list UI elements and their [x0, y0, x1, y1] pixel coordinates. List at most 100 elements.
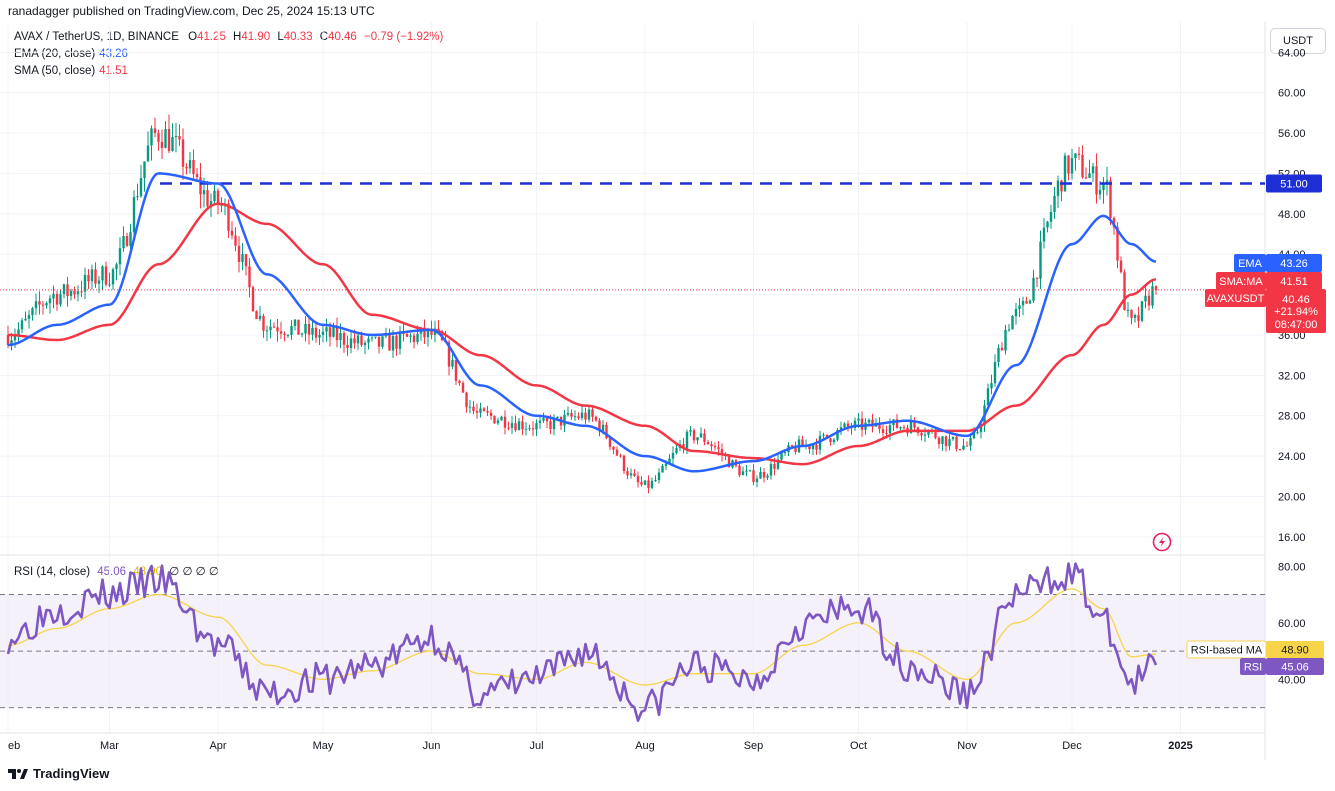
candle-body — [83, 275, 87, 292]
change-pct-text: +21.94% — [1274, 306, 1318, 318]
tradingview-logo-text: TradingView — [33, 766, 110, 781]
candle-body — [927, 430, 930, 435]
candle-body — [626, 471, 629, 476]
candle-body — [860, 418, 864, 430]
candle-body — [1004, 329, 1007, 351]
candle-body — [433, 328, 437, 335]
rsi-ma-name-tag-bg — [1186, 640, 1267, 659]
rsi-placeholders: ∅ ∅ ∅ ∅ — [169, 566, 219, 578]
candle-body — [1116, 227, 1119, 261]
candle-body — [983, 405, 986, 426]
change-value: −0.79 (−1.92%) — [364, 31, 444, 43]
candle-body — [279, 331, 283, 334]
candle-body — [10, 340, 13, 346]
candle-body — [923, 434, 927, 436]
candle-body — [601, 424, 605, 432]
candle-body — [1074, 153, 1077, 159]
candle-body — [591, 409, 594, 417]
candle-body — [1035, 277, 1039, 279]
ema-legend[interactable]: EMA (20, close) 43.26 — [14, 48, 128, 60]
close-value: 40.46 — [328, 31, 357, 43]
candle-body — [27, 315, 31, 319]
rsi-legend[interactable]: RSI (14, close) 45.06 48.90 ∅ ∅ ∅ ∅ — [14, 564, 219, 578]
candle-body — [1077, 153, 1081, 155]
published-text: published on TradingView.com, Dec 25, 20… — [72, 4, 375, 18]
candle-body — [328, 327, 332, 337]
candle-body — [948, 439, 951, 447]
candle-body — [1105, 180, 1109, 184]
candle-body — [167, 129, 171, 152]
lightning-icon[interactable] — [1152, 532, 1172, 552]
candle-body — [1000, 347, 1004, 351]
time-tick-label: May — [313, 740, 334, 752]
candle-body — [916, 427, 920, 434]
candle-body — [90, 269, 94, 282]
candle-body — [671, 452, 675, 459]
sma-label: SMA (50, close) — [14, 65, 96, 77]
price-tick-label: 16.00 — [1278, 532, 1306, 544]
candle-body — [346, 344, 349, 348]
candle-body — [143, 161, 146, 178]
candle-body — [384, 334, 388, 337]
candle-body — [1011, 316, 1014, 330]
candle-body — [734, 460, 738, 466]
candle-body — [1053, 195, 1056, 212]
candle-body — [1039, 241, 1042, 279]
candle-body — [468, 406, 472, 408]
candle-body — [976, 432, 979, 434]
candle-body — [720, 449, 724, 455]
tradingview-logo[interactable]: TradingView — [8, 766, 109, 781]
candle-body — [997, 347, 1000, 363]
candle-body — [430, 328, 433, 335]
candle-body — [640, 482, 643, 485]
sma-value: 41.51 — [99, 65, 128, 77]
candle-body — [97, 280, 101, 284]
candle-body — [531, 428, 535, 430]
ema20-line — [7, 172, 1157, 473]
candle-body — [409, 335, 412, 337]
candle-body — [818, 435, 822, 450]
rsi-value-tag: 45.06 — [1281, 662, 1309, 674]
candle-body — [811, 445, 815, 450]
candle-body — [223, 203, 227, 205]
candle-body — [643, 480, 647, 485]
candle-body — [895, 419, 899, 428]
candle-body — [94, 269, 97, 284]
candle-body — [311, 327, 314, 335]
candle-body — [227, 203, 230, 231]
candle-body — [682, 444, 685, 449]
candle-body — [381, 336, 384, 347]
candle-body — [892, 419, 895, 426]
candle-body — [990, 383, 993, 389]
candle-body — [668, 458, 671, 464]
price-tick-label: 44.00 — [1278, 249, 1306, 261]
price-tick-label: 24.00 — [1278, 451, 1306, 463]
candle-body — [122, 236, 125, 249]
currency-button[interactable]: USDT — [1270, 28, 1326, 54]
candle-body — [941, 436, 944, 445]
candle-body — [276, 327, 279, 332]
price-tick-label: 52.00 — [1278, 168, 1306, 180]
candle-body — [293, 319, 297, 326]
candle-body — [1067, 155, 1070, 174]
candle-body — [416, 333, 419, 343]
candle-body — [934, 430, 937, 438]
symbol-legend: AVAX / TetherUS, 1D, BINANCE O41.25 H41.… — [14, 31, 443, 43]
candle-body — [951, 436, 955, 440]
candle-body — [472, 406, 475, 412]
candle-body — [822, 434, 825, 436]
candle-body — [1140, 301, 1144, 321]
candle-body — [465, 392, 468, 408]
candle-body — [405, 333, 409, 337]
candle-body — [132, 197, 136, 233]
symbol-label[interactable]: AVAX / TetherUS, 1D, BINANCE — [14, 31, 179, 43]
candle-body — [297, 319, 300, 335]
sma-legend[interactable]: SMA (50, close) 41.51 — [14, 65, 128, 77]
candle-body — [258, 315, 262, 320]
candle-body — [17, 329, 20, 337]
rsi-ma-value-tag-bg — [1266, 641, 1324, 658]
candle-body — [874, 422, 878, 427]
candle-body — [423, 327, 426, 338]
candle-body — [31, 308, 34, 316]
